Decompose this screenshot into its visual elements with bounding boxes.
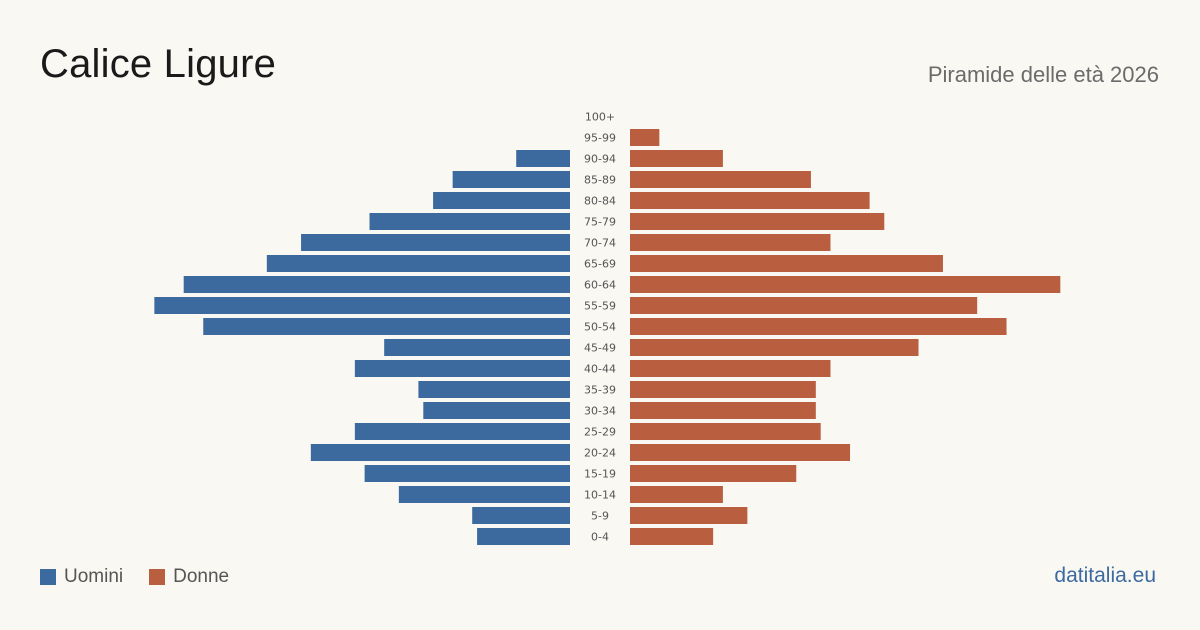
bar-uomini-10-14 — [398, 486, 570, 503]
age-label-80-84: 80-84 — [584, 195, 616, 208]
bar-uomini-15-19 — [364, 465, 570, 482]
bar-uomini-0-4 — [477, 528, 570, 545]
bar-donne-55-59 — [630, 297, 978, 314]
age-label-95-99: 95-99 — [584, 132, 616, 145]
age-label-100+: 100+ — [585, 111, 615, 124]
legend-swatch-uomini — [40, 569, 56, 585]
age-label-35-39: 35-39 — [584, 384, 616, 397]
legend-swatch-donne — [149, 569, 166, 585]
legend-label-donne: Donne — [173, 566, 230, 587]
age-label-10-14: 10-14 — [584, 489, 616, 502]
bar-uomini-60-64 — [183, 276, 570, 293]
age-label-65-69: 65-69 — [584, 258, 616, 271]
bar-uomini-50-54 — [203, 318, 570, 335]
age-label-5-9: 5-9 — [591, 510, 609, 523]
bar-uomini-40-44 — [354, 360, 570, 377]
bar-donne-70-74 — [630, 234, 831, 251]
age-label-30-34: 30-34 — [584, 405, 616, 418]
bar-uomini-70-74 — [301, 234, 570, 251]
age-label-85-89: 85-89 — [584, 174, 616, 187]
bar-donne-35-39 — [630, 381, 816, 398]
legend-item-uomini: Uomini — [40, 566, 123, 588]
bar-uomini-85-89 — [452, 171, 570, 188]
legend-label-uomini: Uomini — [64, 566, 124, 587]
bar-donne-60-64 — [630, 276, 1061, 293]
age-label-50-54: 50-54 — [584, 321, 616, 334]
age-label-15-19: 15-19 — [584, 468, 616, 481]
chart-subtitle: Piramide delle età 2026 — [927, 62, 1159, 87]
bar-donne-50-54 — [630, 318, 1007, 335]
age-label-55-59: 55-59 — [584, 300, 616, 313]
bar-donne-25-29 — [630, 423, 821, 440]
legend: Uomini Donne — [40, 566, 255, 588]
bar-donne-5-9 — [630, 507, 748, 524]
bar-uomini-55-59 — [154, 297, 570, 314]
bar-donne-75-79 — [630, 213, 885, 230]
age-label-45-49: 45-49 — [584, 342, 616, 355]
bar-donne-85-89 — [630, 171, 811, 188]
age-label-40-44: 40-44 — [584, 363, 616, 376]
age-label-60-64: 60-64 — [584, 279, 616, 292]
brand-link[interactable]: datitalia.eu — [1054, 564, 1156, 587]
bar-uomini-80-84 — [433, 192, 570, 209]
bar-uomini-65-69 — [266, 255, 570, 272]
bar-uomini-20-24 — [310, 444, 570, 461]
bar-donne-80-84 — [630, 192, 870, 209]
age-label-75-79: 75-79 — [584, 216, 616, 229]
bar-donne-15-19 — [630, 465, 797, 482]
bar-donne-0-4 — [630, 528, 714, 545]
age-label-20-24: 20-24 — [584, 447, 616, 460]
legend-item-donne: Donne — [149, 566, 229, 588]
age-label-25-29: 25-29 — [584, 426, 616, 439]
bar-donne-20-24 — [630, 444, 851, 461]
age-label-70-74: 70-74 — [584, 237, 616, 250]
chart-title: Calice Ligure — [40, 42, 277, 86]
bar-uomini-75-79 — [369, 213, 570, 230]
bar-uomini-90-94 — [516, 150, 570, 167]
bar-uomini-45-49 — [384, 339, 570, 356]
bar-donne-65-69 — [630, 255, 943, 272]
bar-uomini-25-29 — [354, 423, 570, 440]
bar-donne-95-99 — [630, 129, 660, 146]
age-label-90-94: 90-94 — [584, 153, 616, 166]
bar-donne-30-34 — [630, 402, 816, 419]
bar-donne-45-49 — [630, 339, 919, 356]
bar-uomini-30-34 — [423, 402, 570, 419]
age-label-0-4: 0-4 — [591, 531, 609, 544]
bar-donne-90-94 — [630, 150, 723, 167]
bar-donne-40-44 — [630, 360, 831, 377]
bar-uomini-35-39 — [418, 381, 570, 398]
bar-uomini-5-9 — [472, 507, 570, 524]
bar-donne-10-14 — [630, 486, 723, 503]
